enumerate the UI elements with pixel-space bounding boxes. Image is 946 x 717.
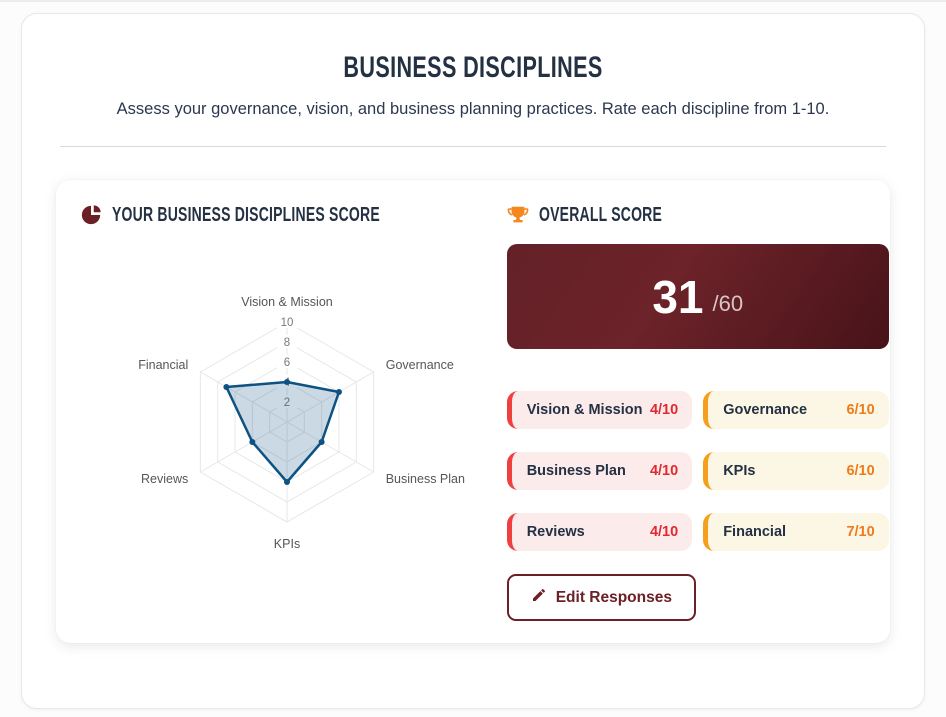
chip-value: 4/10 bbox=[649, 463, 679, 479]
score-chip-financial: Financial 7/10 bbox=[703, 513, 889, 551]
chart-panel: YOUR BUSINESS DISCIPLINES SCORE 246810Vi… bbox=[80, 203, 495, 621]
score-chip-grid: Vision & Mission 4/10 Governance 6/10 Bu… bbox=[506, 391, 889, 551]
chip-label: Vision & Mission bbox=[526, 402, 643, 418]
svg-text:Vision & Mission: Vision & Mission bbox=[242, 295, 334, 309]
overall-section-title: OVERALL SCORE bbox=[538, 203, 662, 226]
chip-value: 4/10 bbox=[649, 402, 679, 418]
page-top-edge bbox=[0, 0, 946, 2]
chip-label: Governance bbox=[723, 402, 808, 418]
overall-score-box: 31 /60 bbox=[506, 244, 889, 349]
svg-text:10: 10 bbox=[281, 317, 294, 329]
chip-value: 7/10 bbox=[846, 524, 875, 540]
chip-value: 6/10 bbox=[846, 463, 875, 479]
chart-section-header: YOUR BUSINESS DISCIPLINES SCORE bbox=[80, 203, 495, 227]
overall-section-header: OVERALL SCORE bbox=[507, 203, 889, 227]
chip-label: KPIs bbox=[723, 463, 756, 479]
chart-section-title: YOUR BUSINESS DISCIPLINES SCORE bbox=[112, 203, 380, 226]
svg-text:Reviews: Reviews bbox=[141, 472, 188, 486]
page-title-text: BUSINESS DISCIPLINES bbox=[343, 51, 603, 84]
page-card: BUSINESS DISCIPLINES Assess your governa… bbox=[21, 13, 925, 709]
svg-text:8: 8 bbox=[284, 337, 290, 349]
edit-responses-button[interactable]: Edit Responses bbox=[506, 574, 696, 621]
score-chip-reviews: Reviews 4/10 bbox=[506, 513, 693, 551]
svg-text:KPIs: KPIs bbox=[274, 537, 300, 551]
svg-text:6: 6 bbox=[284, 357, 290, 369]
edit-responses-label: Edit Responses bbox=[555, 588, 672, 606]
radar-chart: 246810Vision & MissionGovernanceBusiness… bbox=[139, 295, 466, 551]
score-chip-kpis: KPIs 6/10 bbox=[703, 452, 889, 490]
chip-label: Financial bbox=[723, 524, 787, 540]
overall-panel: OVERALL SCORE 31 /60 Vision & Mission 4/… bbox=[506, 203, 889, 621]
results-card: YOUR BUSINESS DISCIPLINES SCORE 246810Vi… bbox=[56, 180, 890, 643]
score-chip-governance: Governance 6/10 bbox=[703, 391, 889, 429]
overall-score-value: 31 bbox=[652, 270, 704, 323]
page-title: BUSINESS DISCIPLINES bbox=[56, 50, 890, 83]
svg-text:2: 2 bbox=[284, 397, 290, 409]
score-chip-business-plan: Business Plan 4/10 bbox=[506, 452, 693, 490]
svg-text:Financial: Financial bbox=[139, 358, 189, 372]
page-subtitle: Assess your governance, vision, and busi… bbox=[116, 100, 830, 118]
trophy-icon bbox=[507, 204, 529, 226]
pencil-icon bbox=[531, 587, 547, 608]
svg-text:Governance: Governance bbox=[386, 358, 454, 372]
score-chip-vision-mission: Vision & Mission 4/10 bbox=[506, 391, 693, 429]
chip-value: 6/10 bbox=[846, 402, 875, 418]
pie-chart-icon bbox=[80, 204, 102, 226]
svg-text:Business Plan: Business Plan bbox=[386, 472, 465, 486]
overall-score-max: /60 bbox=[712, 290, 744, 316]
chip-label: Business Plan bbox=[526, 463, 626, 479]
header-divider bbox=[60, 146, 886, 147]
chip-value: 4/10 bbox=[649, 524, 679, 540]
chip-label: Reviews bbox=[526, 524, 585, 540]
